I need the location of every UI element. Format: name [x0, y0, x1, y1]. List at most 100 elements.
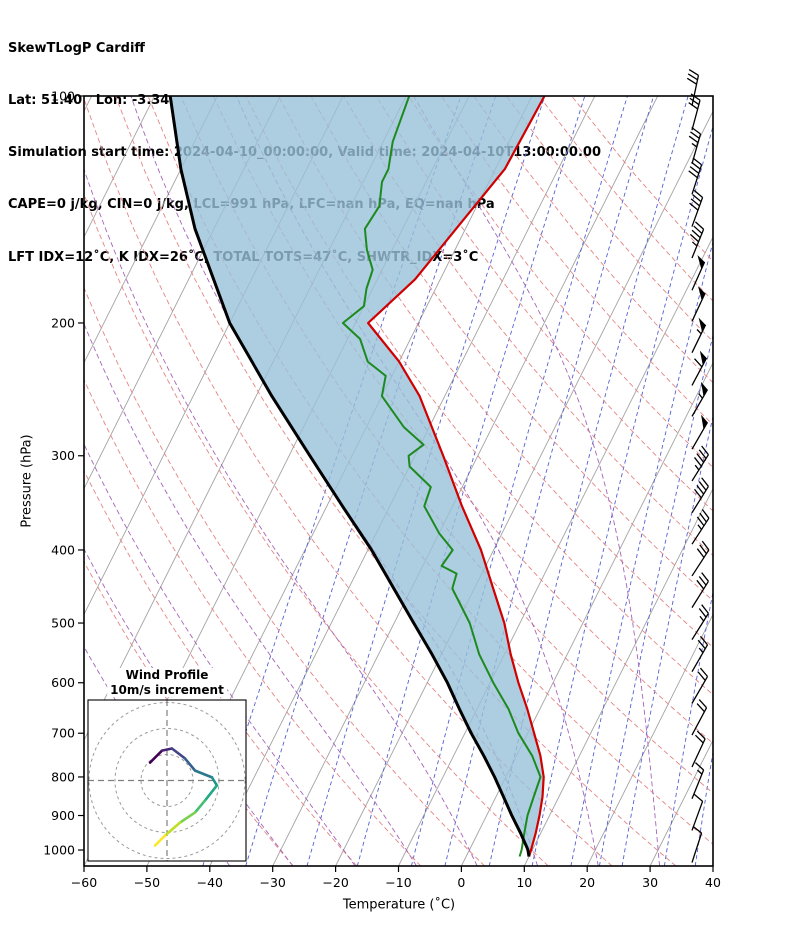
- barb-full-feather: [691, 126, 701, 135]
- wind-barb: [691, 762, 705, 799]
- wind-barb: [688, 157, 703, 195]
- barb-full-feather: [699, 635, 708, 646]
- parcel-curve: [168, 96, 531, 857]
- barb-half-feather: [697, 524, 703, 530]
- hodograph-trace-segment: [183, 757, 197, 772]
- barb-full-feather: [698, 608, 707, 618]
- x-tick-label: 20: [579, 875, 595, 890]
- x-tick-label: −40: [197, 875, 223, 890]
- barb-half-feather: [691, 241, 698, 247]
- dewpoint-curve: [341, 96, 542, 857]
- barb-full-feather: [699, 512, 707, 523]
- barb-full-feather: [701, 572, 709, 582]
- barb-full-feather: [701, 445, 709, 456]
- mixing-ratio-line: [694, 749, 713, 866]
- isotherm-line: [523, 487, 713, 866]
- barb-full-feather: [693, 457, 702, 467]
- mixing-ratio-line: [621, 414, 713, 866]
- mixing-ratio-line: [598, 333, 713, 866]
- mixing-ratio-line: [663, 589, 713, 866]
- barb-full-feather: [688, 170, 698, 179]
- x-tick-label: −20: [322, 875, 348, 890]
- barb-full-feather: [701, 509, 710, 519]
- wind-barb: [691, 572, 709, 608]
- barb-full-feather: [691, 161, 701, 170]
- hodograph-trace-segment: [193, 769, 214, 779]
- wind-barb: [689, 221, 705, 259]
- barb-full-feather: [691, 229, 701, 239]
- barb-full-feather: [697, 671, 706, 681]
- moist-adiabat-line: [84, 322, 417, 866]
- barb-half-feather: [694, 464, 700, 471]
- barb-half-feather: [697, 769, 703, 775]
- wind-barb: [691, 414, 709, 450]
- barb-full-feather: [690, 93, 701, 101]
- dry-adiabat-line: [84, 286, 485, 866]
- barb-full-feather: [689, 97, 700, 106]
- barb-pennant: [701, 414, 708, 430]
- barb-full-feather: [694, 734, 704, 744]
- isotherm-line: [335, 110, 713, 866]
- x-tick-label: 40: [705, 875, 721, 890]
- barb-full-feather: [698, 699, 708, 709]
- wind-barb: [691, 350, 708, 386]
- isotherm-line: [586, 613, 713, 866]
- barb-full-feather: [693, 189, 704, 198]
- barb-half-feather: [696, 329, 702, 335]
- barb-full-feather: [688, 68, 699, 76]
- hodograph-trace-segment: [178, 811, 197, 824]
- temperature-curve: [367, 96, 546, 857]
- barb-pennant: [701, 381, 708, 397]
- dry-adiabat-line: [375, 96, 713, 512]
- barb-full-feather: [689, 233, 699, 243]
- barb-full-feather: [692, 157, 702, 166]
- barb-half-feather: [691, 142, 698, 148]
- wind-barb: [689, 189, 704, 227]
- barb-half-feather: [698, 647, 704, 654]
- hodograph-trace-segment: [170, 747, 187, 760]
- cape-cin-shading: [170, 96, 545, 857]
- barb-full-feather: [696, 453, 705, 463]
- dry-adiabat-line: [310, 96, 713, 602]
- barb-full-feather: [699, 667, 708, 677]
- isotherm-line: [84, 96, 155, 239]
- dry-adiabat-line: [245, 96, 713, 696]
- barb-pennant: [699, 350, 707, 366]
- barb-full-feather: [692, 825, 702, 834]
- barb-full-feather: [701, 604, 709, 614]
- dry-adiabat-line: [538, 96, 713, 302]
- wind-barb: [691, 255, 706, 291]
- barb-full-feather: [697, 639, 706, 650]
- moist-adiabat-line: [84, 167, 478, 866]
- wind-barb: [691, 445, 709, 482]
- barb-full-feather: [696, 484, 705, 495]
- barb-pennant: [698, 286, 706, 301]
- y-tick-label: 400: [51, 542, 75, 557]
- wind-barb: [691, 540, 710, 577]
- mixing-ratio-line: [531, 124, 713, 866]
- wind-barb: [691, 635, 709, 672]
- barb-full-feather: [699, 544, 707, 555]
- barb-full-feather: [701, 477, 709, 487]
- mixing-ratio-line: [306, 96, 546, 866]
- x-tick-label: 10: [516, 875, 532, 890]
- isotherm-line: [272, 96, 659, 866]
- isotherm-line: [84, 96, 93, 113]
- barb-half-feather: [699, 615, 705, 622]
- hodograph-title: Wind Profile: [125, 668, 209, 682]
- barb-full-feather: [698, 576, 707, 586]
- barb-full-feather: [696, 548, 705, 558]
- wind-barb: [691, 381, 709, 417]
- barb-full-feather: [690, 131, 700, 139]
- isotherm-line: [649, 739, 713, 866]
- x-axis-label: Temperature (˚C): [342, 897, 456, 913]
- barb-full-feather: [698, 449, 707, 459]
- wind-barb-column: [686, 68, 710, 863]
- barb-full-feather: [692, 194, 702, 203]
- wind-barb: [691, 604, 709, 640]
- y-tick-label: 300: [51, 448, 75, 463]
- isotherm-line: [84, 96, 218, 364]
- wind-barb: [691, 477, 709, 514]
- y-tick-label: 600: [51, 675, 75, 690]
- barb-full-feather: [695, 762, 705, 771]
